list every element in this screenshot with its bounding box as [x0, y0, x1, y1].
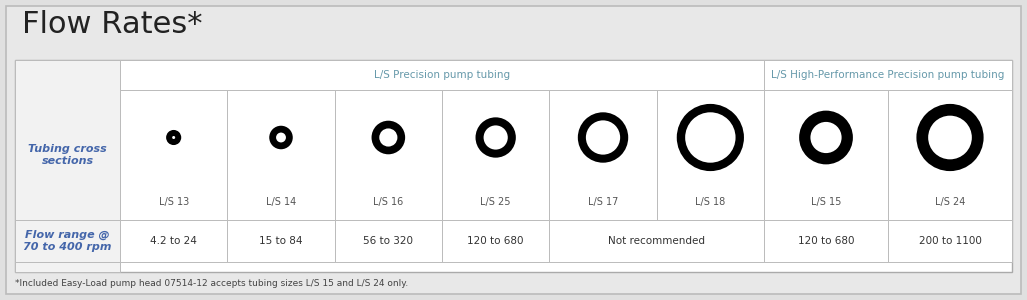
- Text: 4.2 to 24: 4.2 to 24: [150, 236, 197, 246]
- Bar: [335, 220, 442, 262]
- Ellipse shape: [372, 121, 405, 154]
- Text: Not recommended: Not recommended: [608, 236, 706, 246]
- Bar: [120, 90, 227, 220]
- Bar: [764, 60, 1012, 90]
- Text: L/S 15: L/S 15: [811, 197, 841, 207]
- Ellipse shape: [799, 111, 852, 164]
- Bar: [120, 220, 227, 262]
- Text: L/S 13: L/S 13: [158, 197, 189, 207]
- Text: 120 to 680: 120 to 680: [467, 236, 524, 246]
- Text: L/S 24: L/S 24: [935, 197, 965, 207]
- Ellipse shape: [173, 136, 176, 139]
- Bar: [549, 90, 656, 220]
- Ellipse shape: [269, 126, 293, 149]
- Bar: [888, 220, 1012, 262]
- Text: L/S 16: L/S 16: [373, 197, 404, 207]
- Text: L/S High-Performance Precision pump tubing: L/S High-Performance Precision pump tubi…: [771, 70, 1004, 80]
- Bar: [764, 90, 888, 220]
- Ellipse shape: [484, 125, 507, 150]
- Bar: [335, 90, 442, 220]
- Ellipse shape: [276, 133, 286, 142]
- Ellipse shape: [810, 122, 841, 153]
- Text: *Included Easy-Load pump head 07514-12 accepts tubing sizes L/S 15 and L/S 24 on: *Included Easy-Load pump head 07514-12 a…: [15, 279, 409, 288]
- Text: Tubing cross
sections: Tubing cross sections: [28, 144, 107, 166]
- Bar: [15, 60, 120, 272]
- Bar: [656, 90, 764, 220]
- Text: 120 to 680: 120 to 680: [798, 236, 854, 246]
- Text: 200 to 1100: 200 to 1100: [918, 236, 982, 246]
- Ellipse shape: [916, 104, 984, 171]
- Ellipse shape: [928, 116, 972, 159]
- Bar: [15, 220, 120, 262]
- Text: L/S 25: L/S 25: [481, 197, 510, 207]
- Text: Flow range @
70 to 400 rpm: Flow range @ 70 to 400 rpm: [24, 230, 112, 252]
- Bar: [120, 60, 764, 90]
- Text: L/S 14: L/S 14: [266, 197, 296, 207]
- Text: Flow Rates*: Flow Rates*: [22, 10, 202, 39]
- Bar: [764, 220, 888, 262]
- Bar: [227, 90, 335, 220]
- Ellipse shape: [585, 120, 620, 154]
- Text: 15 to 84: 15 to 84: [259, 236, 303, 246]
- Bar: [442, 220, 549, 262]
- Ellipse shape: [578, 112, 629, 163]
- Text: 56 to 320: 56 to 320: [364, 236, 413, 246]
- Text: L/S Precision pump tubing: L/S Precision pump tubing: [374, 70, 510, 80]
- Ellipse shape: [476, 117, 516, 158]
- Bar: [15, 60, 1012, 272]
- Ellipse shape: [677, 104, 744, 171]
- Ellipse shape: [685, 112, 735, 163]
- Text: L/S 18: L/S 18: [695, 197, 725, 207]
- Ellipse shape: [166, 130, 181, 145]
- Bar: [442, 90, 549, 220]
- Ellipse shape: [379, 128, 397, 147]
- Bar: [888, 90, 1012, 220]
- Bar: [549, 220, 764, 262]
- Bar: [227, 220, 335, 262]
- Text: L/S 17: L/S 17: [587, 197, 618, 207]
